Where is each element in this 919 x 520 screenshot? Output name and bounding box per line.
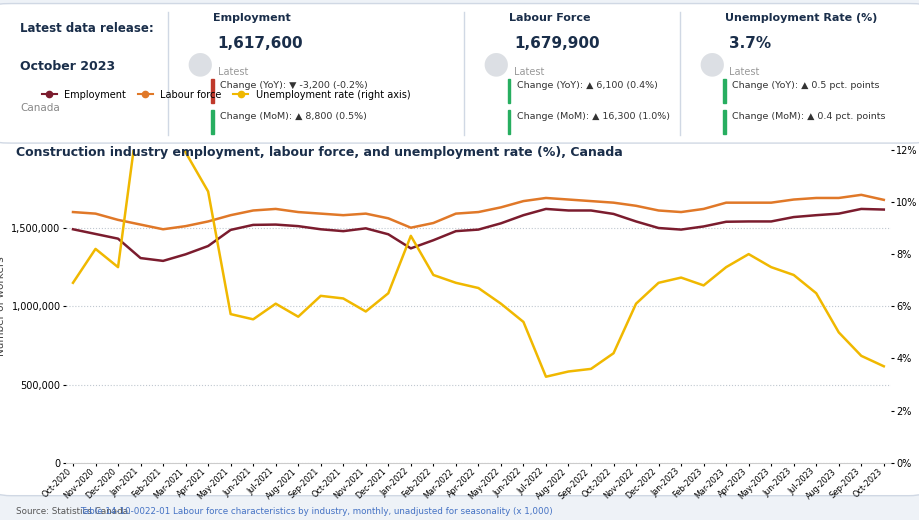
Text: Change (YoY): ▼ -3,200 (-0.2%): Change (YoY): ▼ -3,200 (-0.2%) [220,81,368,90]
Text: Employment: Employment [213,13,290,23]
Text: Latest: Latest [514,67,544,76]
Text: 3.7%: 3.7% [729,36,771,51]
Text: Change (MoM): ▲ 8,800 (0.5%): Change (MoM): ▲ 8,800 (0.5%) [220,112,367,121]
Text: ●: ● [698,49,724,78]
Text: ●: ● [186,49,212,78]
Legend: Employment, Labour force, Unemployment rate (right axis): Employment, Labour force, Unemployment r… [38,86,414,103]
Text: October 2023: October 2023 [20,60,115,73]
Text: 1,617,600: 1,617,600 [217,36,303,51]
Text: Canada: Canada [20,103,60,113]
Bar [211,79,214,103]
Bar [722,110,725,134]
Text: Change (MoM): ▲ 16,300 (1.0%): Change (MoM): ▲ 16,300 (1.0%) [516,112,669,121]
Text: Latest: Latest [729,67,759,76]
Bar [211,110,214,134]
Text: Latest: Latest [217,67,247,76]
Text: Construction industry employment, labour force, and unemployment rate (%), Canad: Construction industry employment, labour… [16,146,622,159]
Text: Unemployment Rate (%): Unemployment Rate (%) [724,13,877,23]
Text: Latest data release:: Latest data release: [20,22,153,35]
Y-axis label: Number of workers: Number of workers [0,256,6,356]
Text: 1,679,900: 1,679,900 [514,36,599,51]
Text: Labour Force: Labour Force [509,13,590,23]
FancyBboxPatch shape [0,138,919,496]
FancyBboxPatch shape [0,4,919,143]
Bar [507,79,510,103]
Text: Change (MoM): ▲ 0.4 pct. points: Change (MoM): ▲ 0.4 pct. points [732,112,885,121]
Text: Change (YoY): ▲ 0.5 pct. points: Change (YoY): ▲ 0.5 pct. points [732,81,879,90]
Text: Source: Statistics Canada.: Source: Statistics Canada. [16,507,133,516]
Text: Table 14-10-0022-01 Labour force characteristics by industry, monthly, unadjuste: Table 14-10-0022-01 Labour force charact… [80,507,552,516]
Bar [507,110,510,134]
Text: Change (YoY): ▲ 6,100 (0.4%): Change (YoY): ▲ 6,100 (0.4%) [516,81,657,90]
Text: ●: ● [482,49,508,78]
Bar [722,79,725,103]
